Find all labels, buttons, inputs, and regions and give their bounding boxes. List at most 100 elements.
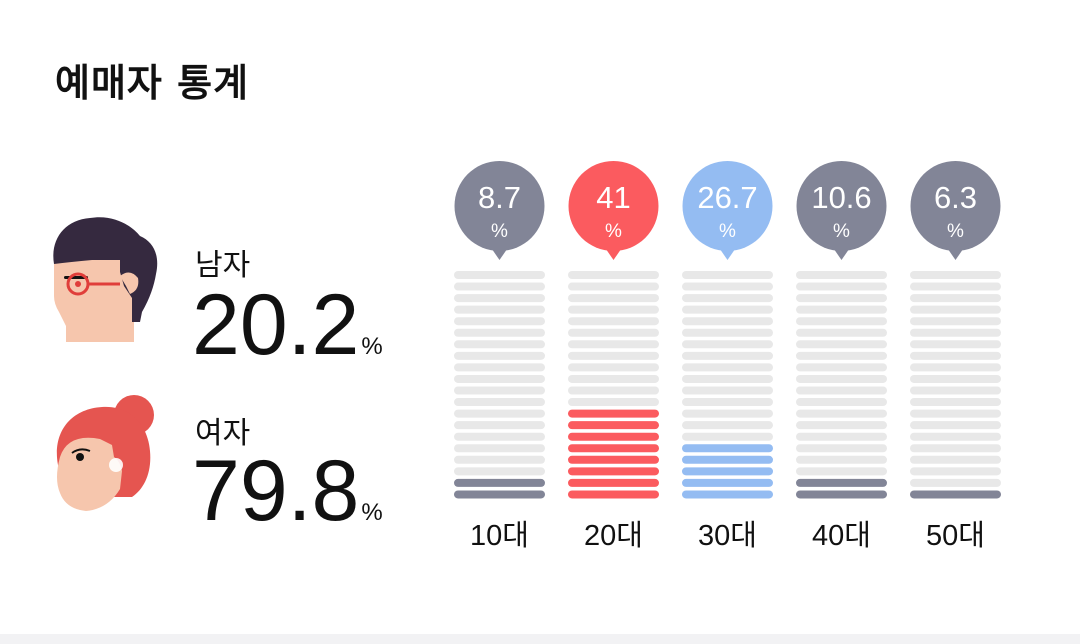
- value-unit-label: %: [833, 221, 850, 242]
- bar-segment-empty: [568, 340, 659, 349]
- bar-segment-empty: [682, 294, 773, 303]
- woman-with-bun-icon: [56, 395, 154, 511]
- bar-segment-filled: [682, 478, 773, 487]
- bar-segment-empty: [796, 444, 887, 453]
- age-column: 41% 20대: [568, 161, 659, 552]
- bar-segment-empty: [454, 340, 545, 349]
- bar-segment-empty: [910, 374, 1001, 383]
- bar-segment-empty: [568, 317, 659, 326]
- bar-segment-empty: [682, 282, 773, 291]
- bar-segment-empty: [910, 305, 1001, 314]
- bar-segment-empty: [682, 409, 773, 418]
- bar-segment-empty: [796, 282, 887, 291]
- bar-segment-filled: [568, 409, 659, 418]
- bar-segment-empty: [910, 328, 1001, 337]
- bar-segment-empty: [910, 340, 1001, 349]
- bar-segment-empty: [454, 317, 545, 326]
- bar-segment-empty: [682, 398, 773, 407]
- bar-segment-empty: [796, 363, 887, 372]
- bar-segment-empty: [796, 294, 887, 303]
- bottom-divider: [0, 634, 1080, 644]
- value-label: 41: [596, 180, 630, 215]
- bar-segment-empty: [568, 386, 659, 395]
- bar-segment-empty: [910, 432, 1001, 441]
- bar-segment-filled: [910, 490, 1001, 499]
- bar-segment-empty: [454, 409, 545, 418]
- bar-segment-empty: [910, 363, 1001, 372]
- bar-segment-filled: [568, 467, 659, 476]
- age-column: 8.7% 10대: [454, 161, 545, 552]
- category-label: 20대: [584, 519, 643, 552]
- female-label: 여자: [195, 416, 251, 451]
- bar-segment-empty: [796, 340, 887, 349]
- bar-segment-empty: [910, 398, 1001, 407]
- bar-segment-filled: [682, 444, 773, 453]
- bar-segment-filled: [568, 478, 659, 487]
- bar-segment-empty: [454, 444, 545, 453]
- value-unit-label: %: [491, 221, 508, 242]
- bar-segment-empty: [910, 478, 1001, 487]
- female-percent-unit: %: [361, 499, 383, 526]
- bar-segment-empty: [796, 374, 887, 383]
- value-bubble-circle: [568, 161, 659, 251]
- bar-segment-empty: [568, 398, 659, 407]
- bar-segment-empty: [568, 294, 659, 303]
- value-label: 6.3: [934, 180, 977, 215]
- category-label: 40대: [812, 519, 871, 552]
- value-label: 10.6: [811, 180, 871, 215]
- male-percent-unit: %: [361, 333, 383, 360]
- bar-segment-empty: [454, 351, 545, 360]
- age-column: 10.6% 40대: [796, 161, 887, 552]
- bar-segment-empty: [682, 421, 773, 430]
- bar-segment-empty: [910, 455, 1001, 464]
- man-with-glasses-icon: [53, 217, 158, 342]
- bar-segment-empty: [796, 398, 887, 407]
- value-bubble-circle: [910, 161, 1001, 251]
- bar-segment-empty: [910, 386, 1001, 395]
- bar-segment-empty: [568, 374, 659, 383]
- bar-segment-empty: [910, 317, 1001, 326]
- bar-segment-empty: [682, 271, 773, 279]
- value-bubble: 26.7%: [682, 161, 773, 260]
- bar-segment-empty: [796, 432, 887, 441]
- bar-segment-empty: [568, 282, 659, 291]
- value-bubble: 41%: [568, 161, 659, 260]
- bar-segment-empty: [454, 363, 545, 372]
- bar-segment-empty: [682, 386, 773, 395]
- bar-segment-filled: [454, 478, 545, 487]
- bar-segment-empty: [796, 421, 887, 430]
- bar-segment-empty: [910, 282, 1001, 291]
- bar-segment-empty: [910, 294, 1001, 303]
- category-label: 10대: [470, 519, 529, 552]
- category-label: 30대: [698, 519, 757, 552]
- bar-segment-empty: [910, 351, 1001, 360]
- bar-segment-empty: [682, 363, 773, 372]
- bar-segment-filled: [568, 421, 659, 430]
- bar-segment-empty: [454, 467, 545, 476]
- bar-segment-empty: [454, 421, 545, 430]
- bar-segment-empty: [454, 271, 545, 279]
- bar-segment-empty: [682, 432, 773, 441]
- value-unit-label: %: [719, 221, 736, 242]
- bar-segment-empty: [568, 328, 659, 337]
- bar-segment-filled: [682, 455, 773, 464]
- value-bubble-pointer: [832, 247, 851, 260]
- value-bubble-pointer: [604, 247, 623, 260]
- bar-segment-filled: [568, 490, 659, 499]
- bar-segment-empty: [796, 455, 887, 464]
- bar-segment-empty: [454, 374, 545, 383]
- bar-segment-filled: [796, 490, 887, 499]
- bar-segment-filled: [568, 455, 659, 464]
- value-unit-label: %: [605, 221, 622, 242]
- bar-segment-empty: [682, 305, 773, 314]
- bar-segment-empty: [910, 467, 1001, 476]
- page-title: 예매자 통계: [55, 61, 250, 105]
- age-column: 26.7% 30대: [682, 161, 773, 552]
- bar-segment-empty: [568, 271, 659, 279]
- value-unit-label: %: [947, 221, 964, 242]
- value-bubble-pointer: [946, 247, 965, 260]
- bar-segment-empty: [796, 409, 887, 418]
- bar-segment-empty: [796, 386, 887, 395]
- bar-segment-filled: [682, 467, 773, 476]
- value-label: 8.7: [478, 180, 521, 215]
